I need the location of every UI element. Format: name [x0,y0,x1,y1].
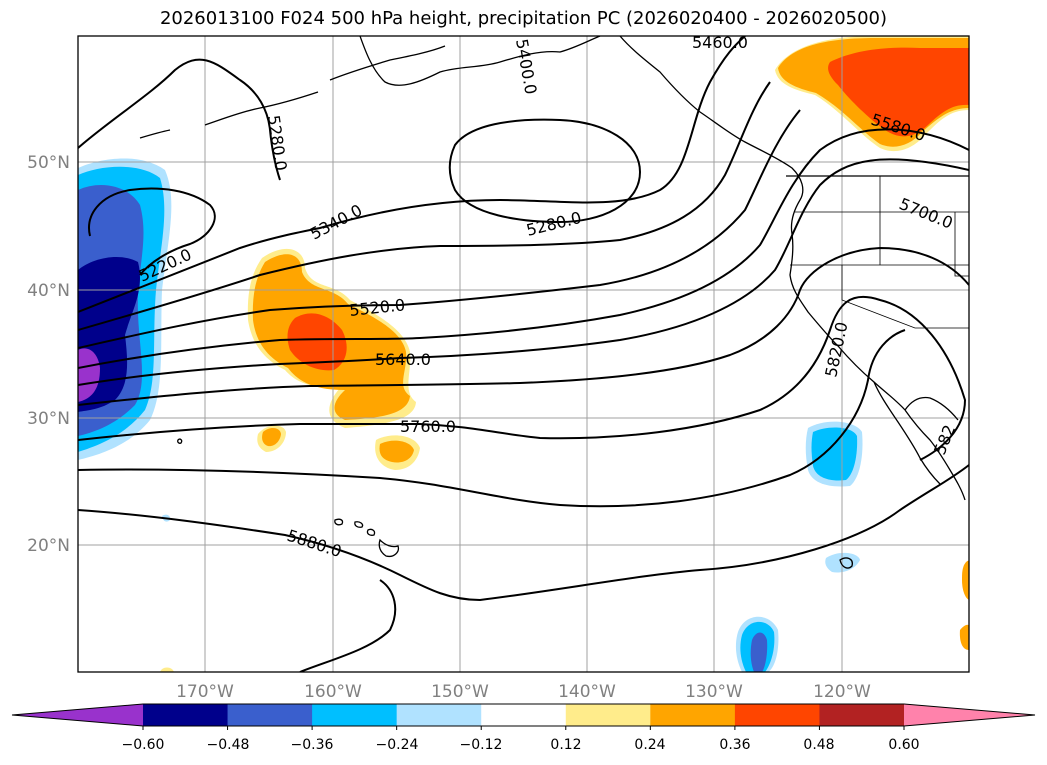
lon-label: 150°W [431,682,489,702]
map-frame [77,35,970,673]
colorbar-extend-low [12,704,143,726]
colorbar-segments [11,703,1036,727]
pos-patch-bottom [160,667,174,672]
contour-5880-south [299,579,397,672]
colorbar-ticks [142,726,905,730]
contour-5220 [88,187,216,276]
precip-shading [78,36,969,672]
colorbar-segment [565,704,651,726]
lat-label: 30°N [27,409,70,429]
neg-patch-south-dark [750,632,768,672]
lat-label: 50°N [27,153,70,173]
colorbar-segment [481,704,567,726]
colorbar-segment [143,704,229,726]
colorbar-segment [227,704,313,726]
contour-5340 [78,36,746,313]
colorbar-segment [396,704,482,726]
lon-label: 120°W [813,682,871,702]
colorbar-tick-label: 0.24 [634,737,665,753]
colorbar-segment [819,704,905,726]
colorbar-tick-label: −0.60 [122,737,165,753]
colorbar-tick-label: −0.48 [207,737,250,753]
colorbar: −0.60 −0.48 −0.36 −0.24 −0.12 0.12 0.24 … [11,703,1036,753]
colorbar-extend-high [904,704,1035,726]
pos-patch-a [262,428,281,447]
lon-label: 170°W [176,682,234,702]
map-panel: 5460.0 5400.0 5280.0 5580.0 5700.0 5220.… [78,33,969,672]
pos-anomaly-central-dark [287,313,347,371]
pos-patch-edge2 [959,624,969,650]
coastlines [139,36,969,569]
colorbar-tick-label: 0.48 [803,737,834,753]
contour-label: 5460.0 [692,33,748,52]
neg-patch-east [811,427,858,481]
map-title: 2026013100 F024 500 hPa height, precipit… [159,8,888,29]
latitude-labels: 50°N 40°N 30°N 20°N [27,153,70,556]
colorbar-tick-label: −0.36 [291,737,334,753]
colorbar-tick-label: 0.12 [550,737,581,753]
gridlines [78,36,969,672]
colorbar-tick-label: −0.24 [376,737,419,753]
contour-5520 [78,109,801,349]
contour-5640 [78,158,969,386]
colorbar-tick-label: 0.60 [888,737,919,753]
contour-5280-center [448,118,642,224]
colorbar-tick-label: −0.12 [460,737,503,753]
neg-patch-tiny-a [825,552,860,573]
contour-d [78,246,969,406]
colorbar-tick-label: 0.36 [719,737,750,753]
contour-label: 5640.0 [375,350,431,369]
colorbar-segment [650,704,736,726]
pos-patch-b [379,440,414,463]
lon-label: 140°W [558,682,616,702]
contour-5220-lobe [78,58,281,181]
longitude-labels: 170°W 160°W 150°W 140°W 130°W 120°W [176,682,871,702]
lat-label: 20°N [27,536,70,556]
lon-label: 160°W [304,682,362,702]
pos-patch-edge [962,560,969,600]
contour-c [78,128,969,369]
colorbar-segment [734,704,820,726]
contour-label: 5760.0 [400,417,456,436]
contour-5880 [78,464,969,602]
lat-label: 40°N [27,281,70,301]
lon-label: 130°W [685,682,743,702]
contour-b [78,81,771,331]
colorbar-tick-labels: −0.60 −0.48 −0.36 −0.24 −0.12 0.12 0.24 … [122,737,920,753]
height-contours [78,36,969,672]
pos-anomaly-ne-dark [828,47,969,137]
contour-5820 [78,329,906,508]
contour-5760 [78,295,967,461]
colorbar-segment [312,704,398,726]
neg-anomaly-west-darkest [78,348,100,402]
